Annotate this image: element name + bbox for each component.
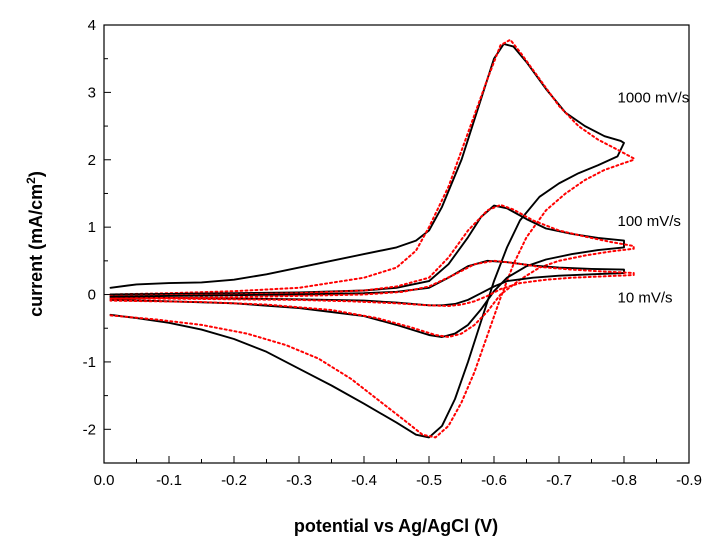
x-tick-label: -0.1 [156, 472, 182, 489]
x-tick-label: 0.0 [94, 472, 115, 489]
plot-frame [103, 24, 690, 464]
y-tick-label: -2 [83, 421, 96, 438]
cv-curve-experimental-1 [109, 42, 625, 439]
cv-curve-experimental-3 [109, 204, 625, 338]
cv-curve-simulated-6 [109, 259, 635, 307]
y-tick-label: 3 [88, 84, 96, 101]
y-tick-labels: -2 -1 0 1 2 3 4 [83, 17, 96, 438]
x-tick-label: -0.7 [546, 472, 572, 489]
x-tick-label: -0.3 [286, 472, 312, 489]
y-tick-label: -1 [83, 354, 96, 371]
y-tick-label: 4 [88, 17, 96, 34]
y-axis-title-close: ) [26, 171, 46, 177]
y-tick-label: 2 [88, 152, 96, 169]
y-tick-label: 1 [88, 219, 96, 236]
cv-curve-simulated-4 [109, 203, 635, 338]
scan-rate-label: 100 mV/s [618, 213, 681, 230]
voltammogram-curves [109, 38, 635, 439]
x-tick-label: -0.4 [351, 472, 377, 489]
y-tick-label: 0 [88, 287, 96, 304]
axis-ticks [103, 24, 690, 464]
y-axis-title-superscript: 2 [24, 177, 38, 184]
x-axis-title: potential vs Ag/AgCl (V) [294, 516, 498, 536]
y-axis-title-main: current (mA/cm [26, 184, 46, 317]
y-axis-title: current (mA/cm2) [24, 171, 46, 317]
x-tick-label: -0.5 [416, 472, 442, 489]
x-tick-label: -0.8 [611, 472, 637, 489]
scan-rate-labels: 1000 mV/s 100 mV/s 10 mV/s [618, 89, 690, 306]
x-tick-labels: 0.0 -0.1 -0.2 -0.3 -0.4 -0.5 -0.6 -0.7 -0.8 -0.9 [94, 472, 702, 489]
x-tick-label: -0.9 [676, 472, 702, 489]
x-tick-label: -0.2 [221, 472, 247, 489]
scan-rate-label: 10 mV/s [618, 290, 673, 307]
cv-curve-simulated-2 [109, 38, 635, 439]
scan-rate-label: 1000 mV/s [618, 89, 690, 106]
x-tick-label: -0.6 [481, 472, 507, 489]
